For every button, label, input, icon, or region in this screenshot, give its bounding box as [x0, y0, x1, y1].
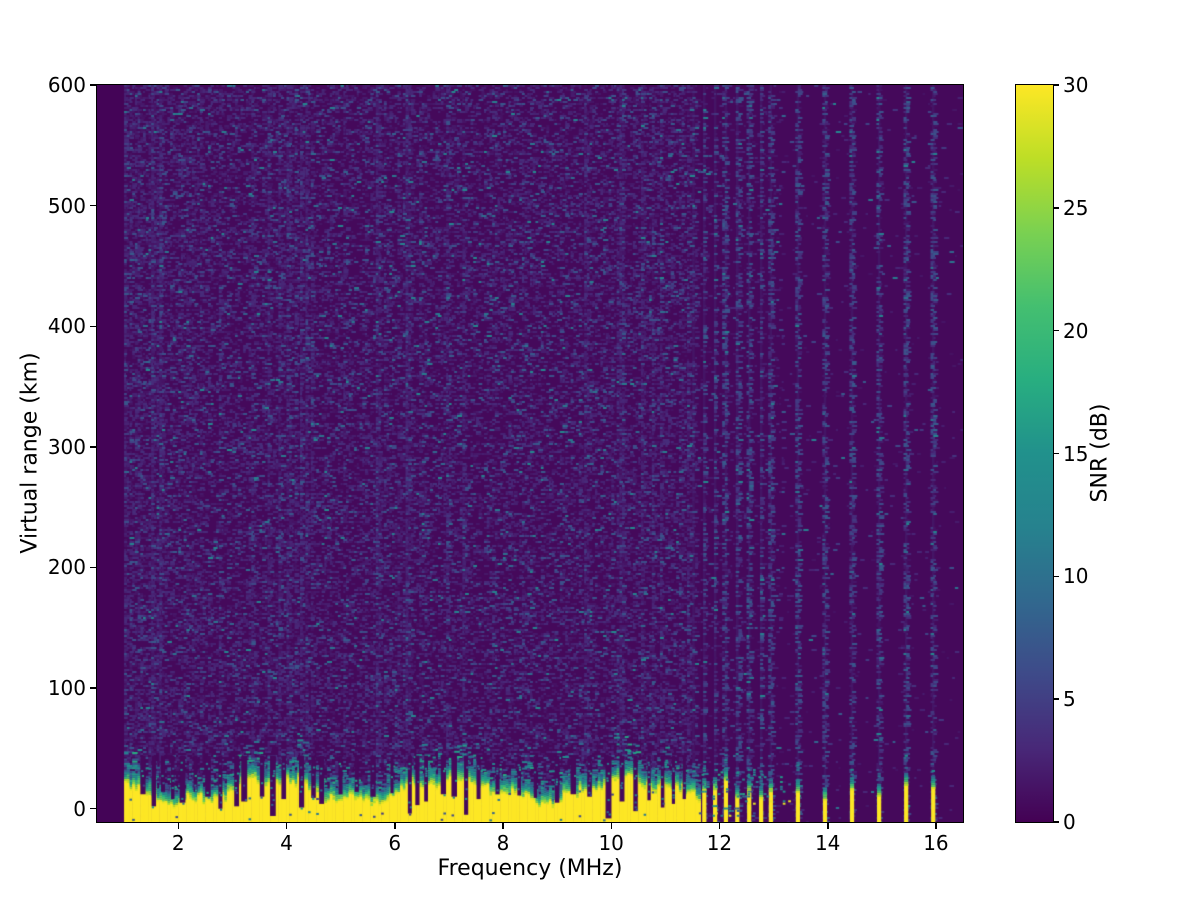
x-axis-label: Frequency (MHz)	[437, 856, 623, 881]
colorbar-tick-label: 20	[1063, 318, 1089, 343]
colorbar-tick-label: 30	[1063, 73, 1089, 97]
colorbar-tick-mark	[1053, 698, 1059, 700]
colorbar-tick-mark	[1053, 575, 1059, 578]
x-tick-mark	[827, 823, 829, 829]
y-tick-label: 400	[47, 314, 86, 339]
colorbar-tick-label: 5	[1063, 687, 1076, 712]
colorbar-tick-label: 10	[1063, 564, 1089, 589]
colorbar	[1015, 84, 1054, 823]
y-tick-label: 200	[47, 555, 86, 580]
x-tick-mark	[718, 823, 721, 829]
y-axis-label: Virtual range (km)	[17, 352, 43, 554]
y-tick-mark	[90, 84, 96, 86]
x-tick-mark	[935, 823, 937, 829]
plot-area	[96, 84, 964, 823]
y-tick-mark	[90, 566, 96, 569]
colorbar-tick-label: 25	[1063, 195, 1089, 220]
x-tick-label: 4	[280, 831, 293, 855]
ionogram-heatmap-canvas	[97, 85, 963, 822]
x-tick-label: 16	[923, 831, 949, 855]
y-tick-label: 100	[47, 676, 86, 701]
colorbar-tick-mark	[1053, 84, 1059, 86]
y-tick-mark	[90, 808, 96, 810]
colorbar-tick-mark	[1053, 821, 1059, 823]
y-tick-mark	[90, 446, 96, 448]
x-tick-mark	[177, 823, 180, 829]
x-tick-label: 14	[814, 831, 841, 855]
x-tick-mark	[394, 823, 396, 829]
y-tick-mark	[90, 687, 96, 689]
x-tick-mark	[610, 823, 613, 829]
colorbar-tick-label: 15	[1063, 441, 1089, 466]
y-tick-label: 600	[47, 73, 86, 97]
x-tick-mark	[285, 823, 288, 829]
y-tick-mark	[90, 325, 96, 327]
x-tick-mark	[502, 823, 504, 829]
y-tick-mark	[90, 204, 96, 207]
colorbar-tick-mark	[1053, 207, 1059, 209]
colorbar-label: SNR (dB)	[1087, 403, 1113, 503]
x-tick-label: 6	[388, 831, 402, 855]
y-tick-label: 500	[47, 193, 86, 218]
y-tick-label: 0	[73, 796, 86, 821]
y-tick-label: 300	[47, 434, 86, 459]
x-tick-label: 8	[496, 831, 510, 855]
colorbar-tick-mark	[1053, 329, 1059, 332]
colorbar-tick-mark	[1053, 452, 1059, 455]
colorbar-tick-label: 0	[1063, 810, 1076, 834]
colorbar-gradient	[1016, 85, 1053, 822]
x-tick-label: 2	[171, 831, 185, 855]
x-tick-label: 10	[598, 831, 624, 855]
x-tick-label: 12	[706, 831, 733, 855]
